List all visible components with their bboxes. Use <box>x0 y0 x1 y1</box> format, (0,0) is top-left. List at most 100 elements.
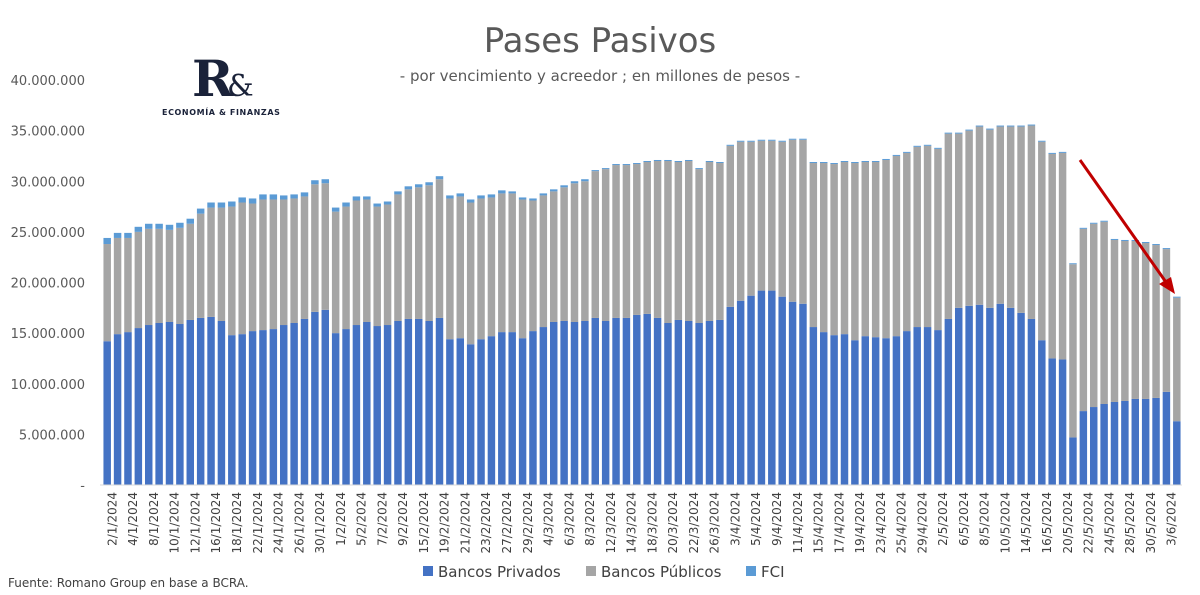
bar-fci <box>653 159 662 161</box>
bar-bancos-privados <box>819 332 828 485</box>
bar-bancos-publicos <box>923 145 932 328</box>
bar-bancos-publicos <box>290 198 298 323</box>
source-note: Fuente: Romano Group en base a BCRA. <box>8 576 249 590</box>
bar-bancos-privados <box>103 341 111 485</box>
bar-bancos-privados <box>591 317 600 485</box>
bar-bancos-publicos <box>778 141 786 297</box>
bar-bancos-privados <box>300 318 309 485</box>
bar-bancos-publicos <box>508 193 516 333</box>
x-tick-label: 21/2/2024 <box>458 492 472 554</box>
bar-fci <box>705 161 714 163</box>
bar-bancos-privados <box>1058 359 1067 485</box>
bar-bancos-privados <box>134 328 143 485</box>
bar-bancos-publicos <box>217 207 226 321</box>
bar-fci <box>830 163 838 165</box>
bar-bancos-privados <box>954 307 963 485</box>
bar-fci <box>466 199 475 203</box>
bar-bancos-privados <box>643 313 651 485</box>
bar-bancos-privados <box>601 320 610 485</box>
x-tick-label: 22/5/2024 <box>1082 492 1096 554</box>
bar-bancos-publicos <box>809 163 818 328</box>
bar-bancos-publicos <box>674 162 683 320</box>
bar-bancos-privados <box>788 301 797 485</box>
bar-bancos-publicos <box>342 206 350 330</box>
bar-fci <box>165 224 174 230</box>
bar-fci <box>1110 238 1119 240</box>
bar-bancos-publicos <box>414 187 423 319</box>
bar-fci <box>944 132 953 134</box>
bar-bancos-privados <box>633 314 641 485</box>
bar-fci <box>674 161 683 163</box>
bar-fci <box>269 194 278 200</box>
bar-bancos-privados <box>113 334 122 485</box>
bar-bancos-privados <box>207 316 215 485</box>
x-tick-label: 24/1/2024 <box>272 492 286 554</box>
bar-bancos-privados <box>259 330 267 485</box>
bar-bancos-privados <box>363 321 371 485</box>
bar-bancos-publicos <box>1079 228 1088 412</box>
bar-bancos-publicos <box>799 139 807 304</box>
logo: R & ECONOMÍA & FINANZAS <box>162 49 280 117</box>
bar-bancos-privados <box>861 336 870 485</box>
bar-fci <box>383 201 392 205</box>
x-tick-label: 15/2/2024 <box>417 492 431 554</box>
bar-fci <box>1162 248 1171 250</box>
bar-fci <box>176 222 184 228</box>
x-tick-label: 2/5/2024 <box>936 492 950 546</box>
bar-fci <box>518 197 527 200</box>
bar-bancos-privados <box>1027 318 1036 485</box>
bar-bancos-privados <box>612 317 620 485</box>
bar-bancos-publicos <box>331 211 340 334</box>
bar-bancos-publicos <box>269 199 278 330</box>
bar-bancos-publicos <box>352 200 361 326</box>
bar-bancos-privados <box>331 333 340 486</box>
bar-bancos-privados <box>923 327 932 485</box>
x-tick-label: 18/1/2024 <box>230 492 244 554</box>
bar-bancos-privados <box>508 332 516 485</box>
bar-fci <box>1152 244 1160 246</box>
x-tick-label: 29/2/2024 <box>521 492 535 554</box>
bar-fci <box>113 232 122 238</box>
x-tick-label: 7/2/2024 <box>375 492 389 546</box>
bar-fci <box>290 194 298 199</box>
y-tick-label: 20.000.000 <box>11 277 85 292</box>
bar-bancos-privados <box>269 329 278 485</box>
bar-bancos-privados <box>518 338 527 485</box>
bar-bancos-publicos <box>570 183 579 322</box>
x-tick-label: 17/4/2024 <box>832 492 846 554</box>
bar-bancos-publicos <box>207 207 215 317</box>
bar-bancos-privados <box>352 325 361 485</box>
legend-label-publicos: Bancos Públicos <box>601 563 722 581</box>
bar-fci <box>726 144 735 146</box>
bar-fci <box>342 202 350 207</box>
y-tick-label: - <box>80 479 85 494</box>
bar-bancos-privados <box>404 318 413 485</box>
bar-bancos-publicos <box>851 163 859 341</box>
bar-bancos-publicos <box>861 162 870 337</box>
bar-bancos-publicos <box>549 191 558 322</box>
legend: Bancos Privados Bancos Públicos FCI <box>423 563 785 581</box>
bar-bancos-publicos <box>1121 240 1129 401</box>
bar-bancos-privados <box>311 311 319 485</box>
bar-bancos-privados <box>321 309 330 485</box>
bar-bancos-publicos <box>944 133 953 319</box>
bar-fci <box>539 193 548 196</box>
bar-fci <box>840 161 849 163</box>
bar-bancos-privados <box>456 338 465 485</box>
bar-fci <box>414 184 423 188</box>
bar-bancos-privados <box>1048 358 1056 485</box>
bar-bancos-publicos <box>591 171 600 318</box>
bar-bancos-publicos <box>529 200 537 332</box>
bar-fci <box>861 161 870 163</box>
legend-label-fci: FCI <box>761 563 785 581</box>
bar-bancos-publicos <box>518 199 527 339</box>
bar-bancos-publicos <box>622 165 631 318</box>
bar-bancos-privados <box>217 320 226 485</box>
bar-bancos-publicos <box>757 140 766 291</box>
bar-bancos-privados <box>1121 400 1129 485</box>
bars <box>103 124 1181 486</box>
x-tick-label: 19/4/2024 <box>853 492 867 554</box>
bar-fci <box>1141 242 1150 244</box>
x-tick-label: 19/2/2024 <box>438 492 452 554</box>
bar-fci <box>321 179 330 184</box>
